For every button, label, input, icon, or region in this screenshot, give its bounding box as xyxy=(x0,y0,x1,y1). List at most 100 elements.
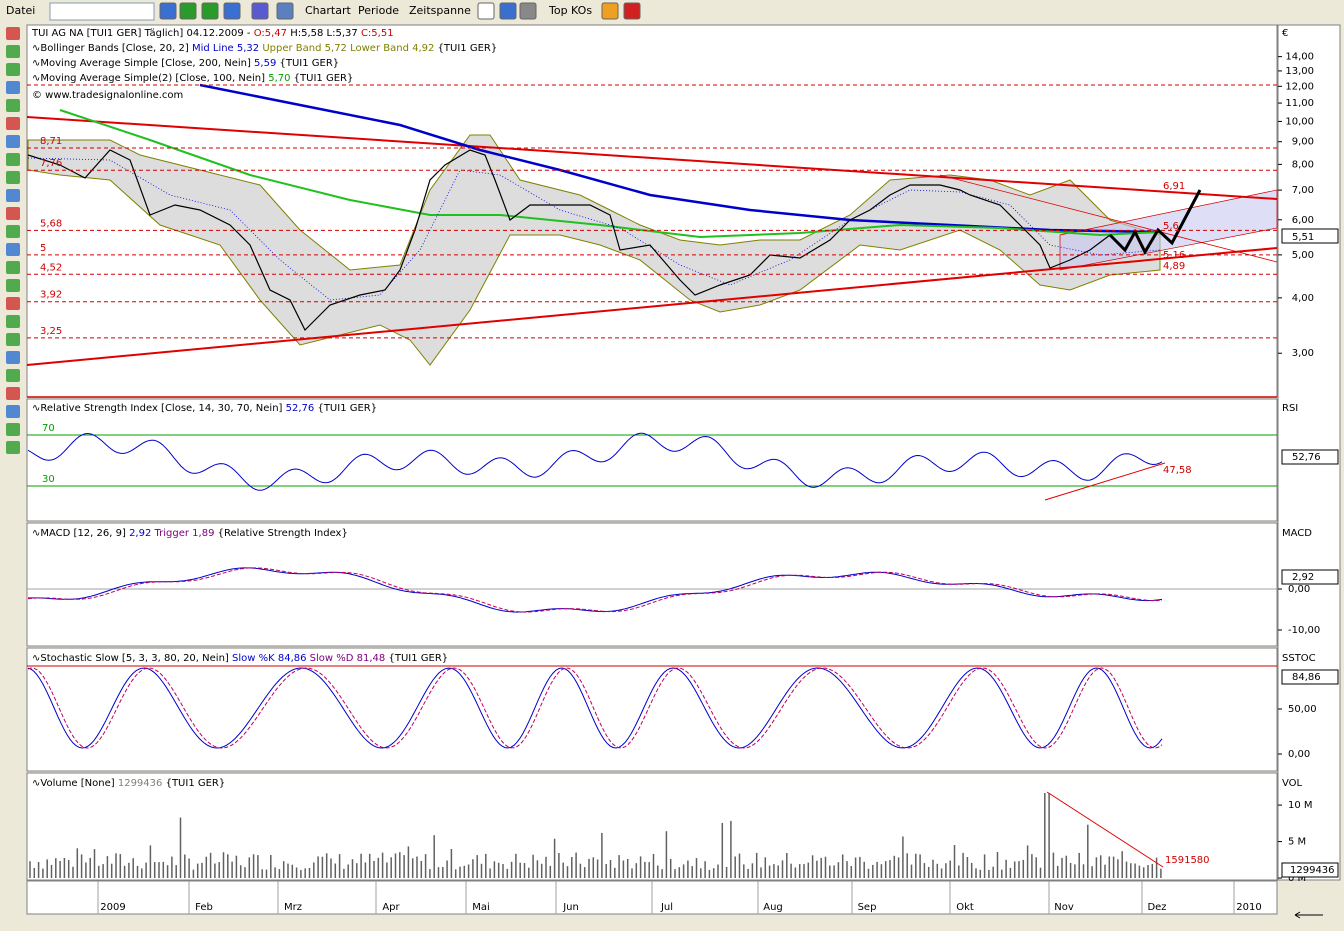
annotation: 5,16 xyxy=(1163,250,1185,261)
trigger-line xyxy=(27,567,1163,613)
menu-chartart[interactable]: Chartart xyxy=(305,4,351,17)
copyright: © www.tradesignalonline.com xyxy=(32,90,183,101)
annotation: 47,58 xyxy=(1163,465,1192,476)
bollinger-header: ∿Bollinger Bands [Close, 20, 2] Mid Line… xyxy=(32,43,497,54)
toolbar-icon xyxy=(159,2,177,20)
toolbar-icon xyxy=(601,2,619,20)
level-label: 70 xyxy=(42,423,55,434)
price-header: TUI AG NA [TUI1 GER] Täglich] 04.12.2009… xyxy=(31,28,394,39)
y-tick-label: 8,00 xyxy=(1292,159,1314,170)
menu-periode[interactable]: Periode xyxy=(358,4,399,17)
tool-strip xyxy=(6,27,20,454)
rsi-name: Relative Strength Index [Close, 14, 30, … xyxy=(40,403,282,414)
rsi-panel xyxy=(26,398,1278,522)
level-label: 5 xyxy=(40,243,46,254)
tool-icon xyxy=(6,423,20,436)
rsi-header: ∿Relative Strength Index [Close, 14, 30,… xyxy=(32,403,377,414)
tool-icon xyxy=(6,135,20,148)
volume-value-box: 1299436 xyxy=(1290,865,1335,876)
y-tick-label: 4,00 xyxy=(1292,293,1314,304)
x-tick-label: Dez xyxy=(1147,902,1166,913)
slow-d: Slow %D 81,48 xyxy=(310,653,386,664)
close: C:5,51 xyxy=(361,28,394,39)
hand-drawing xyxy=(1108,189,1202,256)
toolbar-icon xyxy=(251,2,269,20)
tool-icon xyxy=(6,315,20,328)
ma100-value: 5,70 xyxy=(268,73,290,84)
tool-icon xyxy=(6,99,20,112)
y-tick-label: 10,00 xyxy=(1285,116,1314,127)
toolbar-icon xyxy=(519,2,537,20)
source: {TUI1 GER} xyxy=(388,653,448,664)
high-low: H:5,58 L:5,37 xyxy=(290,28,358,39)
ma200-value: 5,59 xyxy=(254,58,276,69)
annotation: 5,6 xyxy=(1163,221,1179,232)
toolbar-icon xyxy=(477,2,495,20)
x-tick-label: 2009 xyxy=(100,902,125,913)
value-box xyxy=(1281,449,1339,465)
tool-icon xyxy=(6,225,20,238)
scroll-arrow[interactable] xyxy=(1294,911,1323,919)
y-tick-label: 9,00 xyxy=(1292,137,1314,148)
source: {TUI1 GER} xyxy=(294,73,354,84)
x-tick-label: Jul xyxy=(660,902,673,913)
file-menu[interactable]: Datei xyxy=(6,4,35,17)
last-price: 5,51 xyxy=(1292,232,1314,243)
trend-line xyxy=(1046,791,1164,868)
tool-icon xyxy=(6,171,20,184)
x-tick-label: Jun xyxy=(562,902,579,913)
annotation: 1591580 xyxy=(1165,855,1210,866)
tool-icon xyxy=(6,297,20,310)
macd-value-box: 2,92 xyxy=(1292,572,1314,583)
y-tick-label: 3,00 xyxy=(1292,348,1314,359)
source: {Relative Strength Index} xyxy=(218,528,348,539)
toolbar-icon xyxy=(499,2,517,20)
tool-icon xyxy=(6,117,20,130)
y-tick-label: -10,00 xyxy=(1288,625,1320,636)
tool-icon xyxy=(6,369,20,382)
lower-band: Lower Band 4,92 xyxy=(350,43,434,54)
toolbar-icon xyxy=(623,2,641,20)
tool-icon xyxy=(6,333,20,346)
value-box xyxy=(1281,569,1339,585)
tool-icon xyxy=(6,261,20,274)
x-tick-label: Nov xyxy=(1054,902,1074,913)
trend-line xyxy=(26,116,1278,200)
menu-zeitspanne[interactable]: Zeitspanne xyxy=(409,4,471,17)
y-tick-label: 13,00 xyxy=(1285,66,1314,77)
status-bar xyxy=(0,916,1344,931)
stoch-value-box: 84,86 xyxy=(1292,672,1321,683)
y-tick-label: 14,00 xyxy=(1285,52,1314,63)
toolbar-icon xyxy=(179,2,197,20)
tool-icon xyxy=(6,405,20,418)
symbol-input[interactable] xyxy=(49,2,155,21)
rsi-line xyxy=(27,432,1163,491)
value-box xyxy=(1281,669,1339,685)
y-tick-label: 10 M xyxy=(1288,800,1313,811)
trigger: Trigger 1,89 xyxy=(154,528,215,539)
ma200-name: Moving Average Simple [Close, 200, Nein] xyxy=(40,58,251,69)
rsi-value: 52,76 xyxy=(286,403,315,414)
upper-band: Upper Band 5,72 xyxy=(262,43,347,54)
y-tick-label: 6,00 xyxy=(1292,215,1314,226)
macd-value: 2,92 xyxy=(129,528,151,539)
source: {TUI1 GER} xyxy=(438,43,498,54)
top-kos[interactable]: Top KOs xyxy=(548,4,592,17)
level-label: 30 xyxy=(42,474,55,485)
x-tick-label: Mai xyxy=(472,902,490,913)
symbol-title: TUI AG NA [TUI1 GER] Täglich] 04.12.2009… xyxy=(31,28,251,39)
source: {TUI1 GER} xyxy=(166,778,226,789)
slow-k: Slow %K 84,86 xyxy=(232,653,306,664)
x-tick-label: Aug xyxy=(763,902,783,913)
trend-line xyxy=(26,247,1278,366)
y-tick-label: 12,00 xyxy=(1285,81,1314,92)
tool-icon xyxy=(6,243,20,256)
y-tick-label: 0,00 xyxy=(1288,749,1310,760)
level-label: 5,68 xyxy=(40,218,62,229)
slow-d-line xyxy=(27,667,1163,749)
x-tick-label: Feb xyxy=(195,902,213,913)
y-tick-label: 0,00 xyxy=(1288,584,1310,595)
y-tick-label: 5 M xyxy=(1288,837,1306,848)
value-box xyxy=(1281,862,1339,878)
volume-value: 1299436 xyxy=(118,778,163,789)
